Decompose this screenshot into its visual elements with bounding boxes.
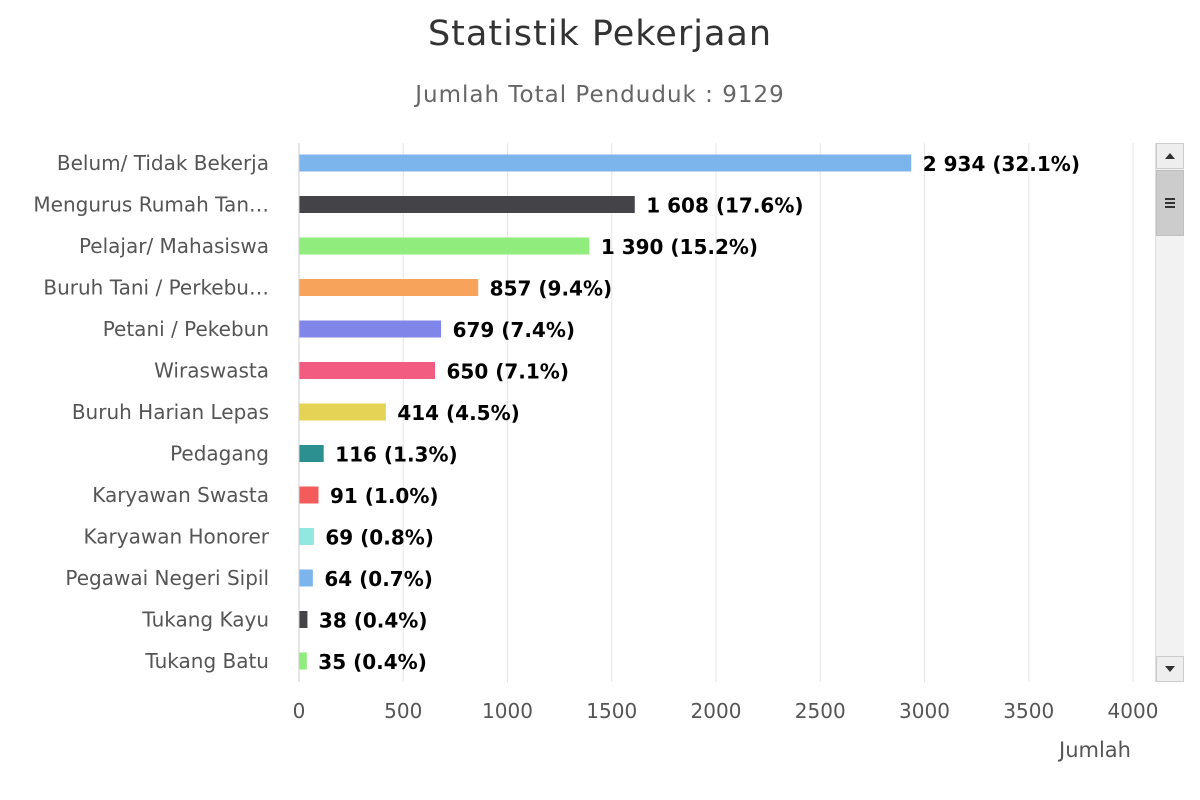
- bar[interactable]: [299, 320, 442, 338]
- bars: [299, 154, 912, 670]
- data-label: 69 (0.8%): [325, 526, 434, 550]
- vertical-scrollbar[interactable]: [1155, 143, 1184, 682]
- gridlines: [298, 143, 1134, 682]
- data-label: 38 (0.4%): [319, 609, 428, 633]
- data-label: 1 608 (17.6%): [646, 194, 803, 218]
- category-label: Belum/ Tidak Bekerja: [57, 151, 269, 175]
- category-label: Tukang Kayu: [141, 608, 269, 632]
- x-tick-label: 2500: [795, 699, 846, 723]
- category-label: Pelajar/ Mahasiswa: [79, 234, 269, 258]
- data-label: 64 (0.7%): [324, 567, 433, 591]
- bar[interactable]: [299, 362, 436, 379]
- data-label: 116 (1.3%): [335, 443, 457, 467]
- x-axis-ticks: 0 500 1000 1500 2000 2500 3000 3500 4000: [293, 699, 1159, 723]
- x-tick-label: 1500: [586, 699, 637, 723]
- x-tick-label: 3500: [1003, 699, 1054, 723]
- bar[interactable]: [299, 445, 324, 462]
- category-label: Buruh Harian Lepas: [72, 400, 269, 424]
- category-label: Karyawan Swasta: [92, 483, 269, 507]
- data-labels: 2 934 (32.1%) 1 608 (17.6%) 1 390 (15.2%) 8…: [318, 152, 1080, 674]
- category-label: Mengurus Rumah Tan…: [33, 193, 269, 217]
- x-axis-title: Jumlah: [1057, 738, 1131, 762]
- bar[interactable]: [299, 403, 386, 421]
- data-label: 1 390 (15.2%): [601, 235, 758, 259]
- bar[interactable]: [299, 528, 314, 545]
- bar[interactable]: [299, 611, 308, 628]
- x-tick-label: 500: [384, 699, 422, 723]
- bar[interactable]: [299, 154, 912, 172]
- chart-title: Statistik Pekerjaan: [427, 14, 773, 54]
- triangle-up-icon: [1165, 153, 1175, 159]
- bar[interactable]: [299, 569, 313, 587]
- x-tick-label: 2000: [691, 699, 742, 723]
- category-labels: Belum/ Tidak Bekerja Mengurus Rumah Tan… P…: [33, 151, 269, 673]
- x-tick-label: 3000: [899, 699, 950, 723]
- bar[interactable]: [299, 279, 479, 296]
- bar[interactable]: [299, 196, 635, 213]
- data-label: 857 (9.4%): [490, 277, 612, 301]
- category-label: Pedagang: [170, 442, 269, 466]
- category-label: Wiraswasta: [154, 359, 269, 383]
- data-label: 91 (1.0%): [330, 484, 439, 508]
- category-label: Petani / Pekebun: [103, 317, 269, 341]
- bar[interactable]: [299, 486, 319, 504]
- data-label: 679 (7.4%): [453, 318, 575, 342]
- scrollbar-thumb[interactable]: [1156, 170, 1184, 236]
- bar[interactable]: [299, 652, 307, 670]
- x-tick-label: 4000: [1108, 699, 1159, 723]
- grip-lines-icon: [1165, 198, 1175, 200]
- triangle-down-icon: [1165, 666, 1175, 672]
- category-label: Karyawan Honorer: [84, 525, 270, 549]
- category-label: Pegawai Negeri Sipil: [65, 566, 269, 590]
- x-tick-label: 0: [293, 699, 306, 723]
- data-label: 650 (7.1%): [447, 360, 569, 384]
- scroll-up-button[interactable]: [1156, 143, 1184, 169]
- bar[interactable]: [299, 237, 590, 255]
- scroll-down-button[interactable]: [1156, 656, 1184, 682]
- category-label: Buruh Tani / Perkebu…: [43, 276, 269, 300]
- data-label: 35 (0.4%): [318, 650, 427, 674]
- x-tick-label: 1000: [482, 699, 533, 723]
- chart-subtitle: Jumlah Total Penduduk : 9129: [415, 82, 785, 108]
- data-label: 414 (4.5%): [397, 401, 519, 425]
- data-label: 2 934 (32.1%): [923, 152, 1080, 176]
- category-label: Tukang Batu: [144, 649, 269, 673]
